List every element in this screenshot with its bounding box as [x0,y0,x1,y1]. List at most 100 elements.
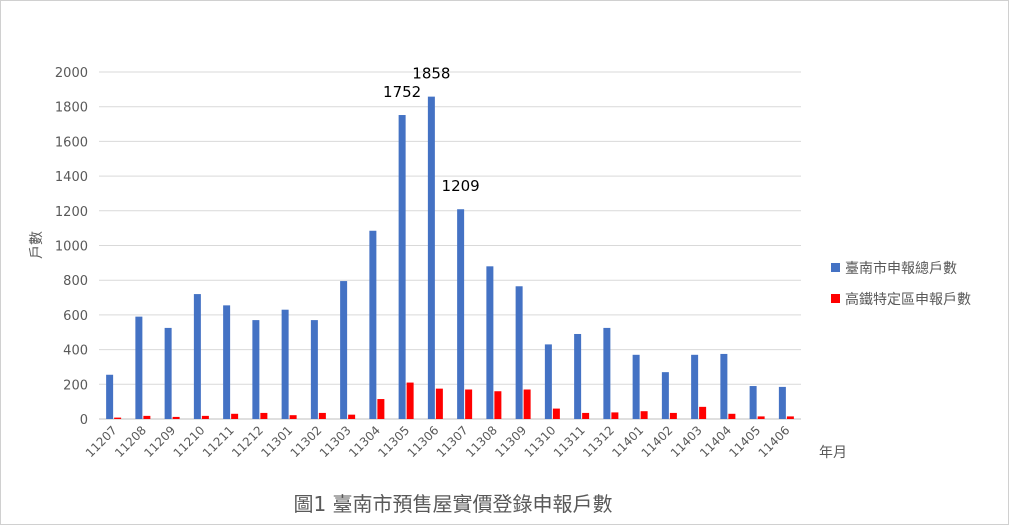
chart-caption: 圖1 臺南市預售屋實價登錄申報戶數 [293,492,612,516]
bar-hsr [611,412,619,419]
bar-total [106,374,114,419]
bar-hsr [552,408,560,419]
bars [106,96,794,420]
x-tick-label: 11311 [551,423,588,460]
y-tick-label: 1200 [55,205,88,220]
bar-hsr [669,412,677,419]
bar-hsr [640,411,648,419]
bar-total [720,353,728,419]
x-tick-label: 11212 [229,423,266,460]
bar-hsr [231,413,239,419]
bar-hsr [377,399,385,419]
x-tick-label: 11208 [112,423,149,460]
x-tick-label: 11305 [375,423,412,460]
bar-hsr [114,417,122,419]
bar-total [427,96,435,420]
bar-total [515,286,523,419]
bar-hsr [435,388,443,419]
bar-hsr [465,389,473,419]
bar-hsr [786,416,794,419]
x-tick-label: 11306 [405,423,442,460]
x-tick-label: 11304 [346,423,383,460]
x-tick-label: 11402 [639,423,676,460]
bar-hsr [172,416,180,419]
y-tick-label: 600 [63,309,88,324]
y-tick-label: 1000 [55,240,88,255]
x-tick-label: 11303 [317,423,354,460]
x-tick-label: 11405 [726,423,763,460]
x-axis-ticks: 1120711208112091121011211112121130111302… [83,423,793,460]
bar-total [223,305,231,419]
bar-total [778,386,786,419]
y-tick-label: 0 [80,413,88,428]
x-tick-label: 11302 [288,423,325,460]
bar-hsr [494,391,502,419]
legend-swatch-hsr [831,294,840,303]
legend-label-hsr: 高鐵特定區申報戶數 [845,291,971,308]
bar-total [369,230,377,419]
bar-hsr [348,414,356,419]
bar-hsr [406,382,414,419]
x-tick-label: 11211 [200,423,237,460]
x-tick-label: 11309 [492,423,529,460]
x-tick-label: 11310 [522,423,559,460]
legend: 臺南市申報總戶數 高鐵特定區申報戶數 [831,260,971,308]
bar-hsr [318,412,326,419]
bar-hsr [699,406,707,419]
bar-total [340,281,348,419]
bar-hsr [143,415,151,419]
x-tick-label: 11403 [668,423,705,460]
x-tick-label: 11406 [756,423,793,460]
bar-total [457,209,465,419]
x-tick-label: 11210 [171,423,208,460]
y-axis-ticks: 0 200 400 600 800 1000 1200 1400 1600 1800 2000 [55,66,88,428]
bar-hsr [260,412,268,419]
x-tick-label: 11307 [434,423,471,460]
x-axis-title: 年月 [819,445,847,461]
bar-total [193,294,201,419]
bar-total [164,327,172,419]
x-tick-label: 11209 [141,423,178,460]
bar-total [603,327,611,419]
bar-total [310,320,318,419]
x-tick-label: 11401 [609,423,646,460]
data-label: 1858 [412,65,450,83]
bar-total [661,372,669,419]
legend-swatch-total [831,263,840,272]
x-tick-label: 11404 [697,423,734,460]
bar-total [398,115,406,419]
bar-hsr [523,389,531,419]
data-label: 1752 [383,83,421,101]
y-axis-title: 戶數 [29,231,45,259]
gridlines [99,71,801,420]
bar-hsr [201,415,209,419]
x-tick-label: 11207 [83,423,120,460]
bar-hsr [582,412,590,419]
bar-total [486,266,494,419]
y-tick-label: 1600 [55,135,88,150]
bar-hsr [728,413,736,419]
bar-total [135,316,143,419]
y-tick-label: 800 [63,274,88,289]
bar-hsr [289,415,297,419]
data-label: 1209 [442,177,480,195]
y-tick-label: 1400 [55,170,88,185]
y-tick-label: 400 [63,344,88,359]
bar-total [632,354,640,419]
bar-total [691,354,699,419]
x-tick-label: 11308 [463,423,500,460]
y-tick-label: 1800 [55,101,88,116]
legend-label-total: 臺南市申報總戶數 [845,260,957,277]
bar-hsr [757,416,765,419]
y-tick-label: 2000 [55,66,88,81]
bar-total [252,320,260,419]
bar-total [749,386,757,419]
y-tick-label: 200 [63,378,88,393]
bar-total [574,333,582,419]
x-tick-label: 11312 [580,423,617,460]
bar-total [281,309,289,419]
bar-total [544,344,552,419]
